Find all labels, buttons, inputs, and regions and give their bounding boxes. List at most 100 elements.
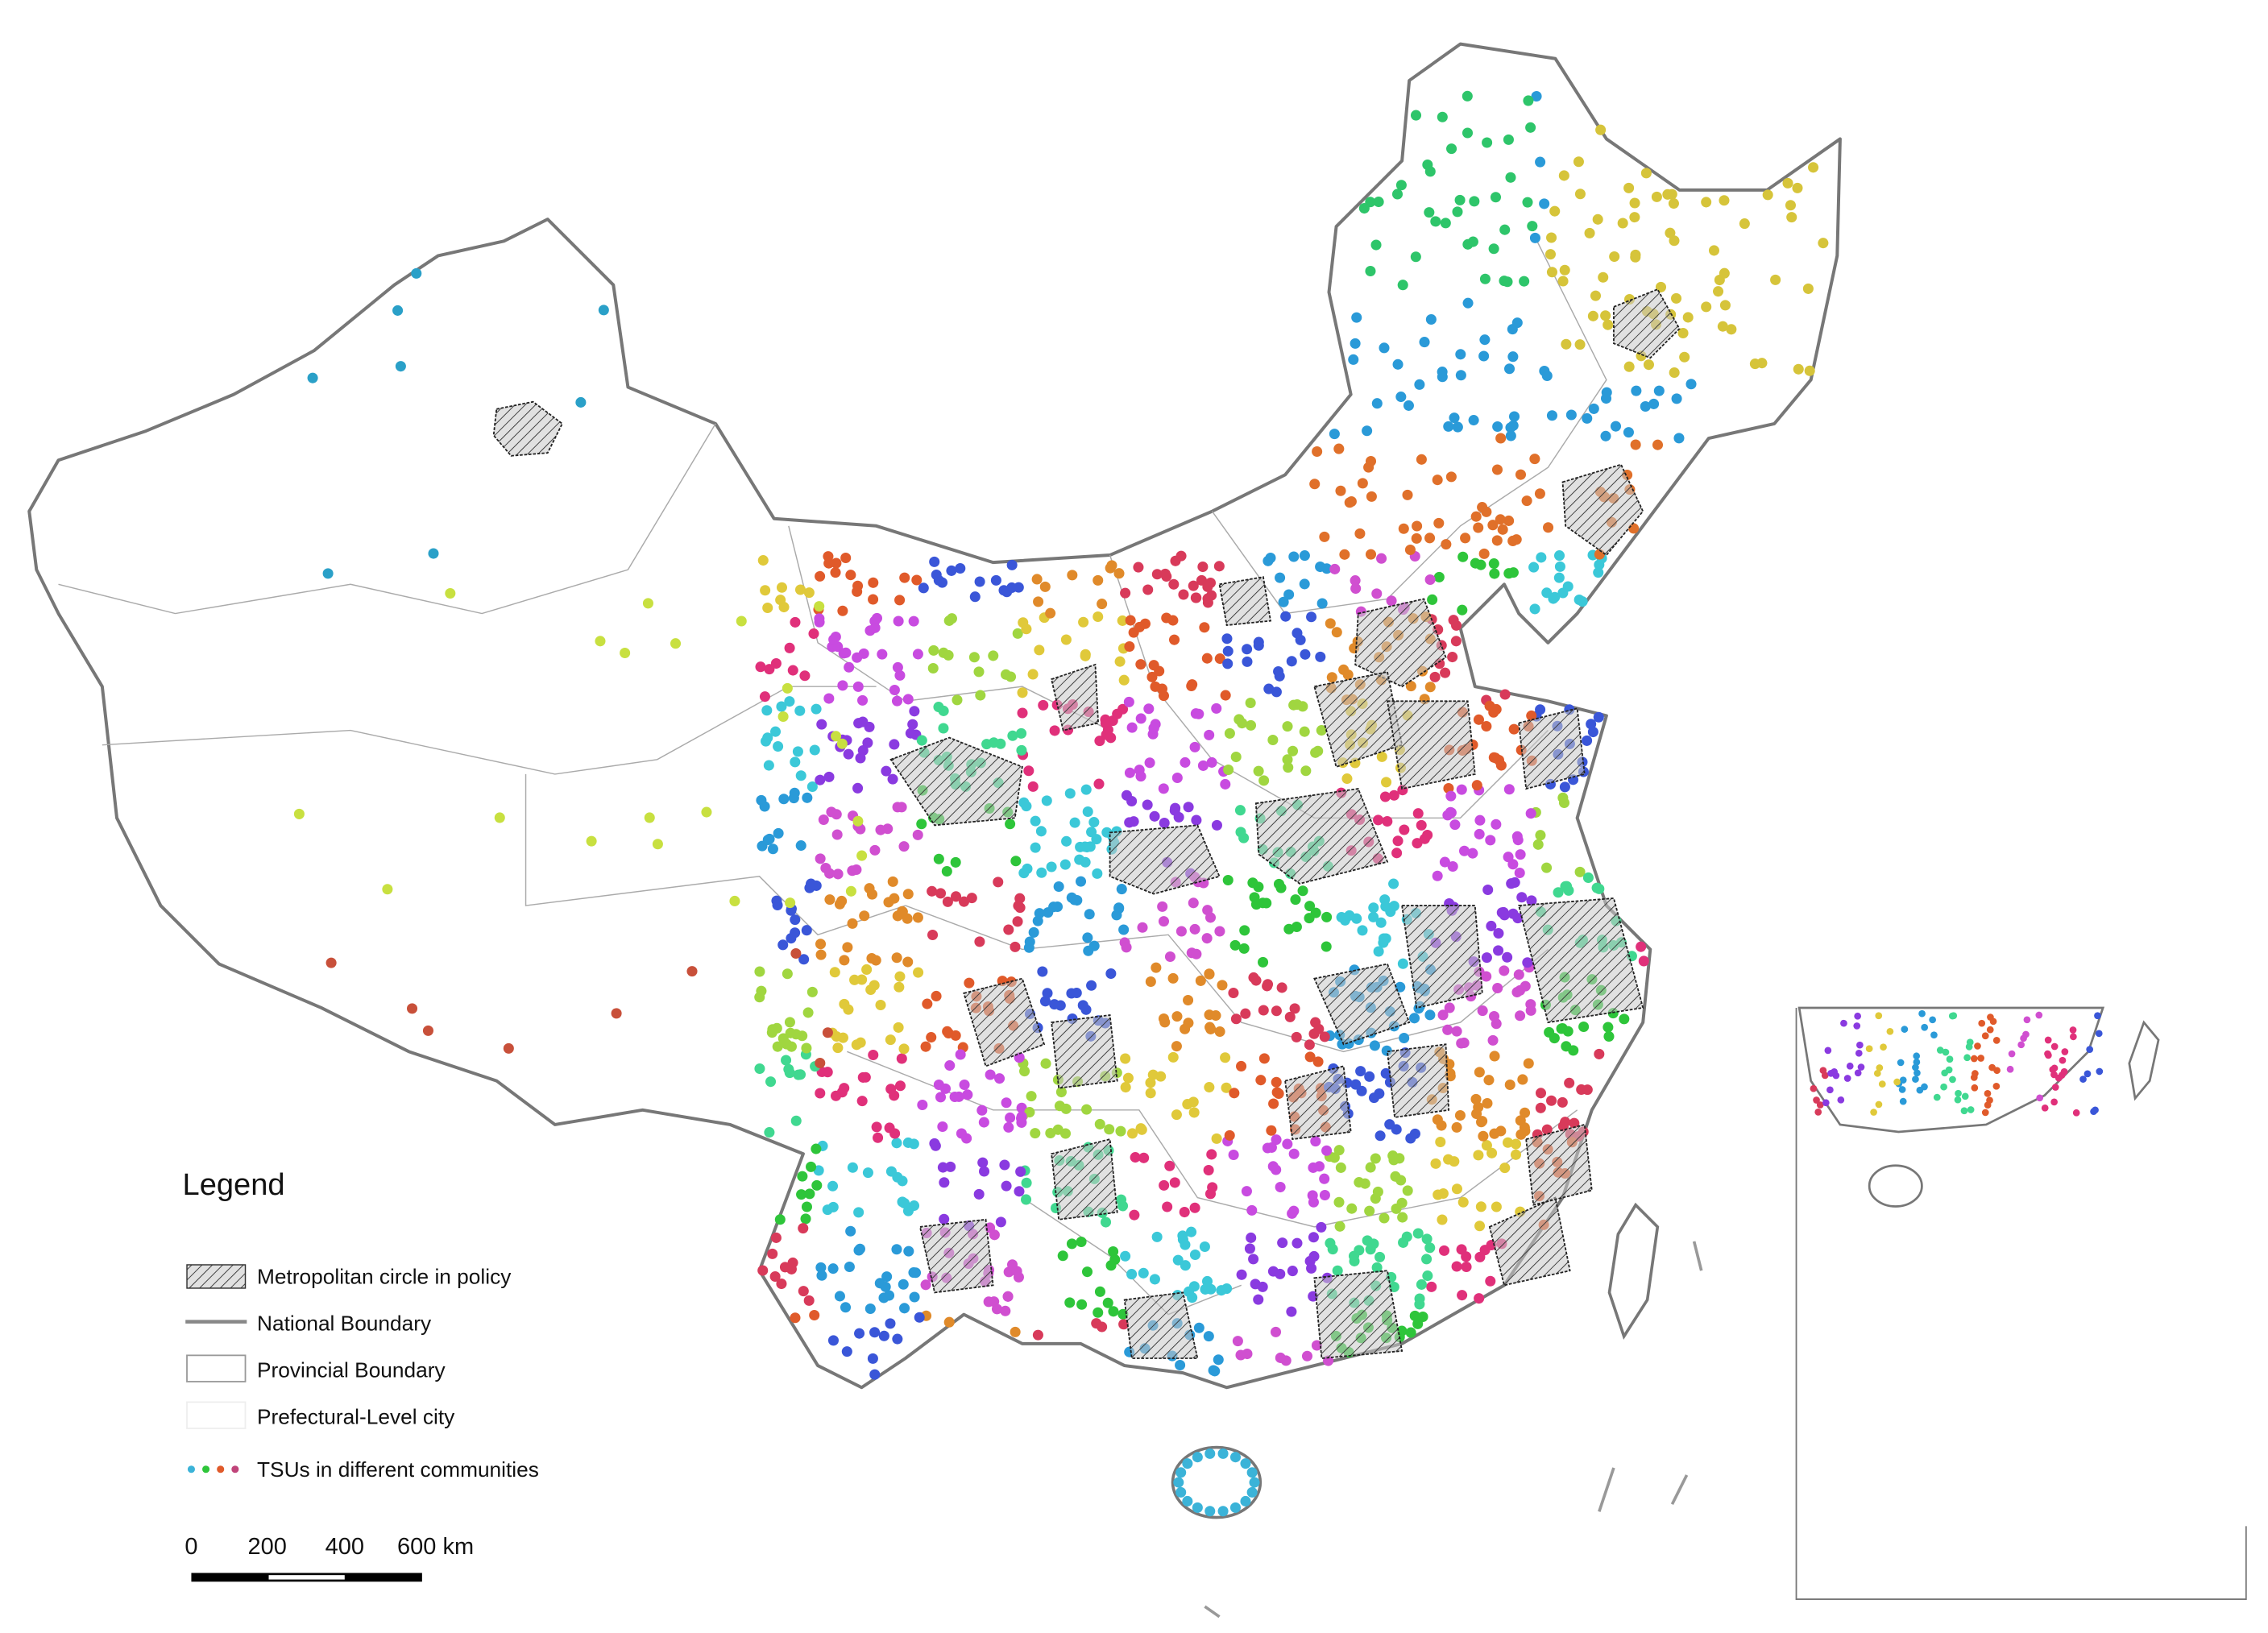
tsu-point — [1421, 1254, 1433, 1265]
scale-bar: 0 200 400 600 km — [185, 1534, 474, 1582]
tsu-point — [1297, 701, 1308, 712]
tsu-point — [990, 574, 1001, 586]
tsu-point — [1237, 718, 1248, 729]
tsu-point — [1593, 567, 1604, 578]
tsu-point — [1977, 1055, 1984, 1062]
tsu-point — [1534, 488, 1545, 499]
tsu-point — [893, 615, 904, 627]
tsu-point — [1631, 385, 1642, 396]
tsu-point — [1149, 810, 1160, 822]
tsu-point — [1151, 962, 1162, 973]
tsu-point — [849, 974, 860, 985]
tsu-point — [834, 1291, 845, 1302]
tsu-point — [1171, 772, 1183, 783]
tsu-point — [1946, 1055, 1954, 1063]
tsu-point — [815, 774, 826, 785]
tsu-point — [1948, 1012, 1956, 1020]
tsu-point — [1113, 568, 1125, 579]
tsu-point — [1277, 1237, 1288, 1249]
tsu-point — [1898, 1086, 1906, 1093]
tsu-point — [1039, 581, 1051, 592]
tsu-point — [1021, 1194, 1032, 1205]
tsu-point — [503, 1042, 514, 1054]
tsu-point — [1182, 1099, 1193, 1110]
tsu-point — [1271, 1005, 1282, 1017]
tsu-point — [852, 652, 863, 663]
tsu-point — [941, 865, 952, 877]
tsu-point — [1213, 1354, 1224, 1366]
tsu-point — [931, 569, 942, 581]
tsu-point — [1018, 868, 1030, 879]
tsu-point — [761, 705, 773, 716]
tsu-point — [831, 829, 843, 840]
tsu-point — [1452, 206, 1463, 218]
tsu-point — [1037, 966, 1048, 977]
tsu-point — [1299, 578, 1310, 590]
tsu-point — [869, 622, 881, 633]
tsu-point — [1271, 1087, 1283, 1098]
tsu-point — [1207, 1182, 1218, 1193]
tsu-point — [1276, 982, 1287, 993]
tsu-point — [1012, 916, 1023, 927]
tsu-point — [827, 1180, 839, 1192]
tsu-point — [1941, 1069, 1949, 1077]
tsu-point — [1629, 212, 1640, 223]
tsu-point — [1242, 644, 1253, 655]
tsu-point — [1319, 1173, 1330, 1184]
tsu-point — [1640, 168, 1652, 179]
tsu-point — [959, 1079, 970, 1091]
tsu-point — [1182, 1458, 1193, 1469]
tsu-point — [827, 1263, 839, 1274]
tsu-point — [1094, 1118, 1105, 1129]
tsu-point — [1437, 1214, 1448, 1225]
tsu-point — [1535, 830, 1546, 841]
tsu-point — [1204, 1009, 1215, 1021]
tsu-point — [1412, 838, 1423, 849]
tsu-point — [836, 738, 848, 749]
tsu-point — [795, 770, 806, 781]
tsu-point — [933, 853, 944, 864]
tsu-point — [869, 844, 881, 856]
tsu-point — [1329, 429, 1340, 440]
tsu-point — [868, 1049, 879, 1061]
tsu-point — [1220, 690, 1231, 701]
tsu-point — [1348, 354, 1359, 365]
tsu-point — [1006, 1259, 1018, 1270]
tsu-point — [1192, 1452, 1203, 1463]
tsu-point — [801, 1042, 812, 1054]
tsu-point — [2044, 1036, 2052, 1044]
tsu-point — [2061, 1048, 2069, 1055]
tsu-point — [1499, 224, 1511, 235]
tsu-point — [1557, 276, 1569, 287]
tsu-point — [1126, 722, 1138, 733]
tsu-point — [1701, 197, 1712, 208]
tsu-point — [1319, 1031, 1330, 1042]
tsu-point — [1557, 1096, 1568, 1108]
tsu-point — [892, 910, 903, 922]
tsu-point — [908, 1138, 919, 1150]
tsu-point — [786, 1041, 797, 1052]
tsu-point — [803, 587, 815, 599]
tsu-point — [1159, 1179, 1170, 1191]
tsu-point — [1529, 232, 1540, 243]
tsu-point — [1278, 596, 1289, 607]
tsu-point — [2051, 1084, 2059, 1091]
tsu-point — [1325, 1237, 1336, 1249]
tsu-point — [889, 739, 900, 750]
tsu-point — [1249, 1477, 1260, 1488]
tsu-point — [777, 711, 789, 723]
tsu-point — [1505, 172, 1516, 183]
tsu-point — [1053, 881, 1064, 893]
taiwan — [1607, 1202, 1660, 1340]
tsu-point — [1120, 1250, 1131, 1262]
tsu-point — [1546, 232, 1557, 243]
tsu-point — [1108, 1245, 1119, 1258]
tsu-point — [1267, 734, 1279, 746]
tsu-point — [1520, 1107, 1531, 1118]
tsu-point — [1473, 1150, 1484, 1161]
tsu-point — [1392, 835, 1404, 847]
tsu-point — [1437, 371, 1448, 383]
tsu-point — [767, 843, 778, 855]
tsu-point — [1201, 1275, 1213, 1287]
tsu-point — [1168, 578, 1180, 590]
